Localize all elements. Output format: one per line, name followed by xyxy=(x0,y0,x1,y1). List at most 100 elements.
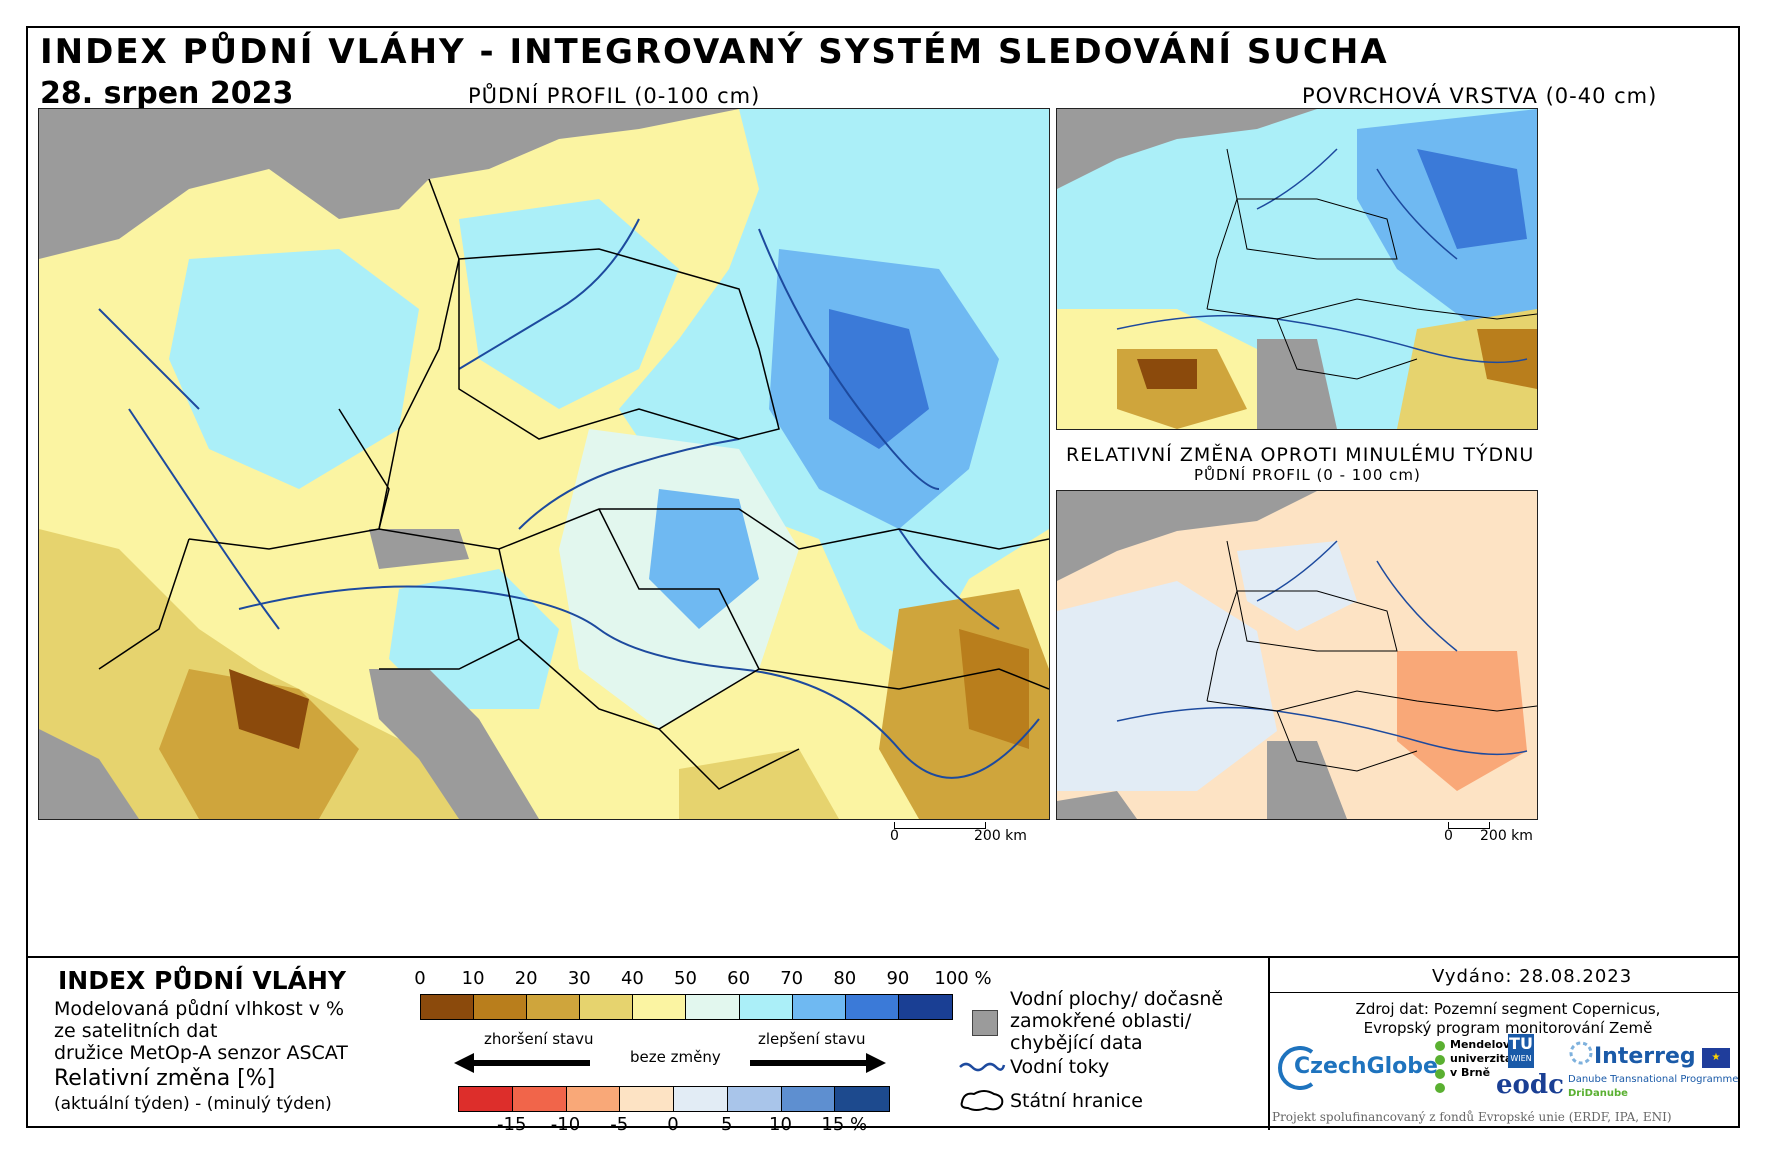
credits-separator xyxy=(1268,956,1270,1130)
soil-moisture-swatch xyxy=(792,995,846,1019)
right-arrow-icon xyxy=(750,1053,886,1073)
soil-moisture-tick-label: 30 xyxy=(567,968,591,989)
key-water-line2: zamokřené oblasti/ xyxy=(1010,1010,1192,1032)
relative-change-tick-label: 5 xyxy=(721,1114,733,1135)
interreg-star-icon xyxy=(1569,1041,1593,1065)
legend-description-2: ze satelitních dat xyxy=(54,1020,218,1042)
relative-change-swatch xyxy=(566,1087,621,1111)
change-map-subtitle: PŮDNÍ PROFIL (0 - 100 cm) xyxy=(1194,466,1421,484)
missing-data-swatch xyxy=(972,1010,998,1036)
relative-change-map xyxy=(1056,490,1538,820)
relative-change-title: Relativní změna [%] xyxy=(54,1066,276,1091)
key-rivers: Vodní toky xyxy=(1010,1056,1110,1078)
relative-change-tick-label: 15 % xyxy=(821,1114,868,1135)
tu-wien-logo: TU WIEN xyxy=(1508,1034,1534,1068)
mendel-university-logo: Mendelova univerzita v Brně xyxy=(1432,1038,1518,1098)
source-line-2: Evropský program monitorování Země xyxy=(1363,1019,1653,1037)
surface-map-graphic xyxy=(1057,109,1537,429)
soil-moisture-swatch xyxy=(580,995,634,1019)
issued-date: Vydáno: 28.08.2023 xyxy=(1432,966,1633,987)
main-scale-zero: 0 xyxy=(890,828,899,844)
key-water-line3: chybějící data xyxy=(1010,1032,1143,1054)
funding-note: Projekt spolufinancovaný z fondů Evropsk… xyxy=(1272,1110,1672,1124)
main-soil-moisture-map xyxy=(38,108,1050,820)
main-map-borders xyxy=(98,178,1049,790)
interreg-text: Interreg xyxy=(1594,1044,1696,1069)
key-borders: Státní hranice xyxy=(1010,1090,1143,1112)
main-scale-distance: 200 km xyxy=(974,828,1027,844)
soil-moisture-tick-label: 50 xyxy=(674,968,697,989)
legend-title: INDEX PŮDNÍ VLÁHY xyxy=(58,966,346,995)
soil-moisture-tick-label: 70 xyxy=(780,968,804,989)
relative-change-swatch xyxy=(727,1087,782,1111)
main-map-graphic xyxy=(39,109,1049,819)
relative-change-subtitle: (aktuální týden) - (minulý týden) xyxy=(54,1094,332,1114)
relative-change-colorbar xyxy=(458,1086,890,1112)
soil-moisture-tick-label: 60 xyxy=(727,968,751,989)
interreg-logo: Interreg ★ Danube Transnational Programm… xyxy=(1568,1038,1738,1104)
tu-text: TU xyxy=(1509,1034,1533,1053)
main-map-title: PŮDNÍ PROFIL (0-100 cm) xyxy=(468,84,761,108)
relative-change-swatch xyxy=(835,1087,889,1111)
change-map-title: RELATIVNÍ ZMĚNA OPROTI MINULÉMU TÝDNU xyxy=(1066,444,1535,466)
left-arrow-icon xyxy=(454,1053,590,1073)
mendel-line3: v Brně xyxy=(1450,1066,1491,1079)
issued-separator xyxy=(1268,992,1740,993)
eu-flag-icon: ★ xyxy=(1702,1048,1730,1068)
soil-moisture-swatch xyxy=(898,995,952,1019)
soil-moisture-tick-label: 40 xyxy=(620,968,644,989)
no-change-label: beze změny xyxy=(630,1048,721,1066)
soil-moisture-tick-label: 10 xyxy=(461,968,485,989)
surface-map-title: POVRCHOVÁ VRSTVA (0-40 cm) xyxy=(1302,84,1658,108)
small-scale-distance: 200 km xyxy=(1480,828,1533,844)
soil-moisture-tick-label: 100 % xyxy=(934,968,992,989)
interreg-programme: Danube Transnational Programme xyxy=(1568,1074,1739,1085)
soil-moisture-swatch xyxy=(421,995,475,1019)
czechglobe-text: CzechGlobe xyxy=(1294,1054,1438,1079)
worsening-label: zhoršení stavu xyxy=(484,1030,594,1048)
czechglobe-logo: CzechGlobe xyxy=(1278,1044,1438,1092)
improvement-arrow xyxy=(750,1052,886,1078)
soil-moisture-swatch xyxy=(474,995,528,1019)
soil-moisture-tick-label: 0 xyxy=(414,968,426,989)
soil-moisture-tick-label: 90 xyxy=(886,968,910,989)
legend-description-1: Modelovaná půdní vlhkost v % xyxy=(54,998,345,1020)
legend-description-3: družice MetOp-A senzor ASCAT xyxy=(54,1042,348,1064)
relative-change-tick-label: 0 xyxy=(667,1114,679,1135)
mendel-line1: Mendelova xyxy=(1450,1038,1518,1051)
relative-change-tick-label: -15 xyxy=(497,1114,527,1135)
soil-moisture-colorbar xyxy=(420,994,953,1020)
page-title: INDEX PŮDNÍ VLÁHY - INTEGROVANÝ SYSTÉM S… xyxy=(40,32,1389,72)
surface-layer-map xyxy=(1056,108,1538,430)
mendel-dots-icon xyxy=(1435,1041,1445,1093)
soil-moisture-swatch xyxy=(739,995,793,1019)
river-symbol-icon xyxy=(958,1058,1006,1077)
soil-moisture-swatch xyxy=(845,995,899,1019)
mendel-line2: univerzita xyxy=(1450,1052,1513,1065)
data-source: Zdroj dat: Pozemní segment Copernicus, E… xyxy=(1278,1000,1738,1038)
main-map-rivers xyxy=(98,218,1040,779)
soil-moisture-swatch xyxy=(686,995,740,1019)
relative-change-tick-label: -10 xyxy=(550,1114,581,1135)
key-water-line1: Vodní plochy/ dočasně xyxy=(1010,988,1224,1010)
source-line-1: Zdroj dat: Pozemní segment Copernicus, xyxy=(1355,1000,1661,1018)
relative-change-swatch xyxy=(512,1087,567,1111)
issue-date-heading: 28. srpen 2023 xyxy=(40,76,294,111)
soil-moisture-tick-label: 80 xyxy=(833,968,857,989)
relative-change-tick-label: -5 xyxy=(610,1114,629,1135)
tu-sub: WIEN xyxy=(1510,1054,1532,1063)
relative-change-swatch xyxy=(781,1087,836,1111)
small-scale-zero: 0 xyxy=(1444,828,1453,844)
map-sheet: INDEX PŮDNÍ VLÁHY - INTEGROVANÝ SYSTÉM S… xyxy=(26,26,1740,1135)
relative-change-swatch xyxy=(620,1087,674,1111)
change-map-graphic xyxy=(1057,491,1537,819)
soil-moisture-swatch xyxy=(527,995,581,1019)
soil-moisture-tick-label: 20 xyxy=(514,968,538,989)
worsening-arrow xyxy=(454,1052,590,1078)
czechglobe-arc-icon xyxy=(1278,1046,1314,1090)
relative-change-swatch xyxy=(459,1087,513,1111)
relative-change-swatch xyxy=(674,1087,728,1111)
relative-change-tick-label: 10 xyxy=(769,1114,792,1135)
border-symbol-icon xyxy=(958,1086,1006,1118)
dridanube-text: DriDanube xyxy=(1568,1088,1628,1099)
